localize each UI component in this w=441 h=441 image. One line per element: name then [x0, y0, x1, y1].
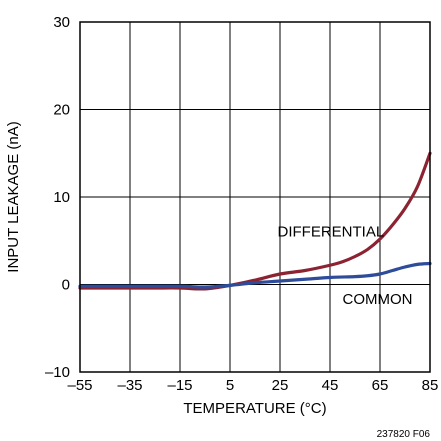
x-tick-label: –15 [167, 377, 192, 394]
x-tick-label: –35 [117, 377, 142, 394]
x-tick-label: 25 [272, 377, 289, 394]
series-line-common [78, 261, 432, 289]
annotations: DIFFERENTIAL COMMON [278, 223, 413, 307]
plot-frame [79, 21, 431, 373]
annotation-label: DIFFERENTIAL [278, 223, 385, 240]
grid-lines [80, 22, 430, 372]
y-tick-label: 0 [62, 277, 70, 294]
annotation-label: COMMON [343, 291, 413, 308]
x-tick-label: 85 [422, 377, 439, 394]
y-tick-label: 10 [53, 189, 70, 206]
y-tick-label: 30 [53, 14, 70, 31]
series-lines [78, 151, 432, 291]
figure-id: 237820 F06 [377, 429, 431, 440]
y-tick-label: 20 [53, 102, 70, 119]
y-tick-labels: –10 0 10 20 30 [45, 14, 70, 381]
x-tick-label: 5 [226, 377, 234, 394]
x-tick-label: –55 [67, 377, 92, 394]
series-line-differential [78, 151, 432, 291]
y-tick-label: –10 [45, 364, 70, 381]
x-tick-labels: –55 –35 –15 5 25 45 65 85 [67, 377, 438, 394]
x-axis-title: TEMPERATURE (°C) [183, 400, 326, 417]
x-tick-label: 65 [372, 377, 389, 394]
x-tick-label: 45 [322, 377, 339, 394]
y-axis-title: INPUT LEAKAGE (nA) [5, 121, 22, 272]
